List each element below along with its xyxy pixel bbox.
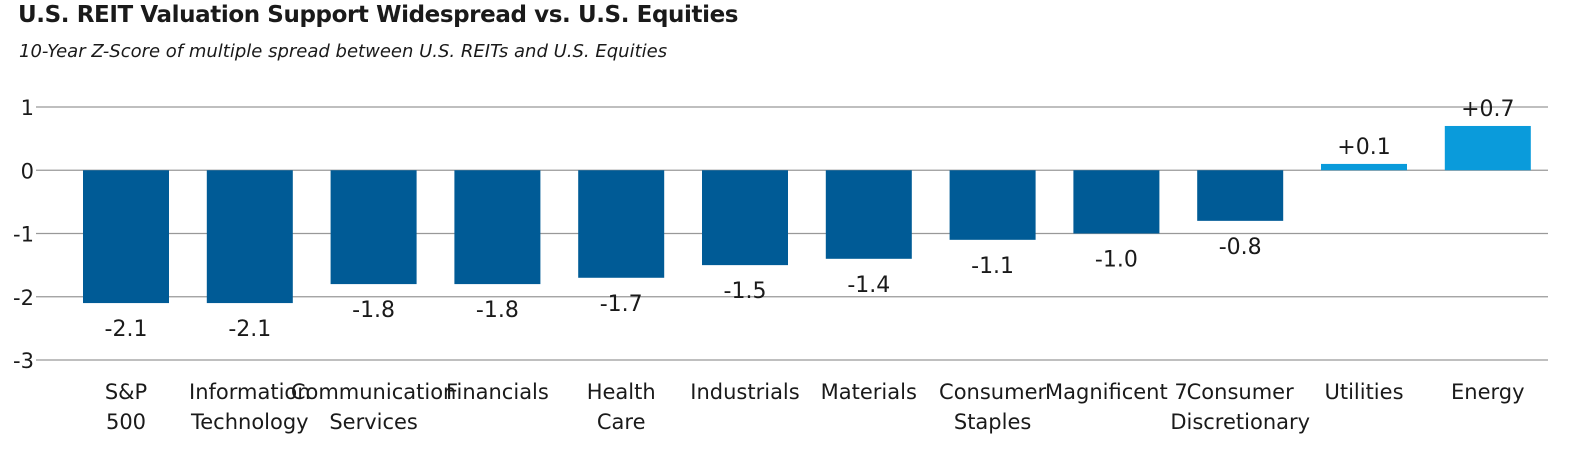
bar — [578, 170, 665, 278]
x-category-line: Health — [587, 380, 656, 404]
x-category-line: Utilities — [1324, 380, 1403, 404]
x-category-label: Financials — [446, 380, 549, 404]
x-category-line: 500 — [106, 410, 146, 434]
x-category-label: Communication Services — [291, 380, 457, 434]
y-tick-label: -3 — [13, 349, 34, 373]
y-tick-label: 0 — [21, 159, 34, 183]
data-label: -0.8 — [1219, 235, 1262, 260]
y-tick-label: 1 — [21, 96, 34, 120]
x-category-line: Magnificent 7 — [1045, 380, 1188, 404]
x-category-line: Industrials — [690, 380, 799, 404]
chart-subtitle: 10-Year Z-Score of multiple spread betwe… — [19, 41, 668, 62]
bar — [330, 170, 417, 285]
data-label: -2.1 — [105, 317, 148, 342]
y-tick-label: -1 — [13, 223, 34, 247]
data-label: -1.8 — [352, 298, 395, 323]
x-category-line: Energy — [1451, 380, 1525, 404]
x-category-line: Services — [329, 410, 418, 434]
data-label: +0.1 — [1337, 135, 1390, 160]
data-label: -1.1 — [971, 254, 1014, 279]
bar — [949, 170, 1036, 240]
y-axis-ticks: 1 0 -1 -2 -3 — [13, 96, 34, 373]
bar — [1073, 170, 1160, 234]
x-category-label: Materials — [821, 380, 917, 404]
x-category-label: Consumer Staples — [939, 380, 1046, 434]
bar — [1197, 170, 1284, 221]
chart-title: U.S. REIT Valuation Support Widespread v… — [18, 2, 739, 28]
x-category-label: Health Care — [587, 380, 656, 434]
data-label: -1.5 — [724, 279, 767, 304]
bar — [83, 170, 169, 304]
x-category-line: Technology — [190, 410, 309, 434]
x-category-line: Discretionary — [1170, 410, 1310, 434]
data-label: -1.4 — [847, 273, 890, 298]
data-label: -1.8 — [476, 298, 519, 323]
x-category-label: Utilities — [1324, 380, 1403, 404]
data-label: +0.7 — [1461, 97, 1514, 122]
x-category-line: S&P — [105, 380, 147, 404]
x-category-line: Materials — [821, 380, 917, 404]
bar — [702, 170, 788, 266]
data-label: -1.7 — [600, 292, 643, 317]
bar — [1321, 163, 1407, 171]
x-category-label: Information Technology — [189, 380, 311, 434]
bar — [206, 170, 293, 304]
bar — [825, 170, 912, 259]
y-tick-label: -2 — [13, 286, 34, 310]
bar — [1444, 125, 1531, 171]
bars — [83, 125, 1531, 304]
x-category-line: Consumer — [1187, 380, 1294, 404]
data-label: -2.1 — [228, 317, 271, 342]
x-category-label: Consumer Discretionary — [1170, 380, 1310, 434]
x-category-label: Energy — [1451, 380, 1525, 404]
data-label: -1.0 — [1095, 248, 1138, 273]
x-category-line: Communication — [291, 380, 457, 404]
data-labels: -2.1 -2.1 -1.8 -1.8 -1.7 -1.5 -1.4 -1.1 -1.0 -0.8… — [105, 97, 1515, 342]
x-category-line: Financials — [446, 380, 549, 404]
x-category-line: Information — [189, 380, 311, 404]
x-category-label: S&P 500 — [105, 380, 147, 434]
x-category-line: Consumer — [939, 380, 1046, 404]
bar — [454, 170, 541, 285]
x-category-label: Industrials — [690, 380, 799, 404]
x-category-line: Staples — [954, 410, 1031, 434]
x-category-line: Care — [597, 410, 646, 434]
x-category-label: Magnificent 7 — [1045, 380, 1188, 404]
